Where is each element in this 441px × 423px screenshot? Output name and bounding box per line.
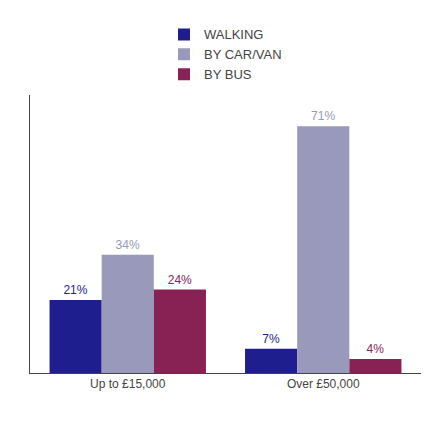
svg-text:34%: 34% [116,238,140,252]
svg-text:Over £50,000: Over £50,000 [287,377,360,391]
svg-text:Up to £15,000: Up to £15,000 [90,377,166,391]
svg-text:BY CAR/VAN: BY CAR/VAN [204,47,282,62]
svg-text:4%: 4% [367,342,385,356]
svg-text:WALKING: WALKING [204,27,263,42]
svg-text:71%: 71% [311,109,335,123]
svg-text:BY BUS: BY BUS [204,67,252,82]
svg-text:7%: 7% [262,332,280,346]
svg-text:24%: 24% [168,273,192,287]
svg-text:21%: 21% [63,283,87,297]
